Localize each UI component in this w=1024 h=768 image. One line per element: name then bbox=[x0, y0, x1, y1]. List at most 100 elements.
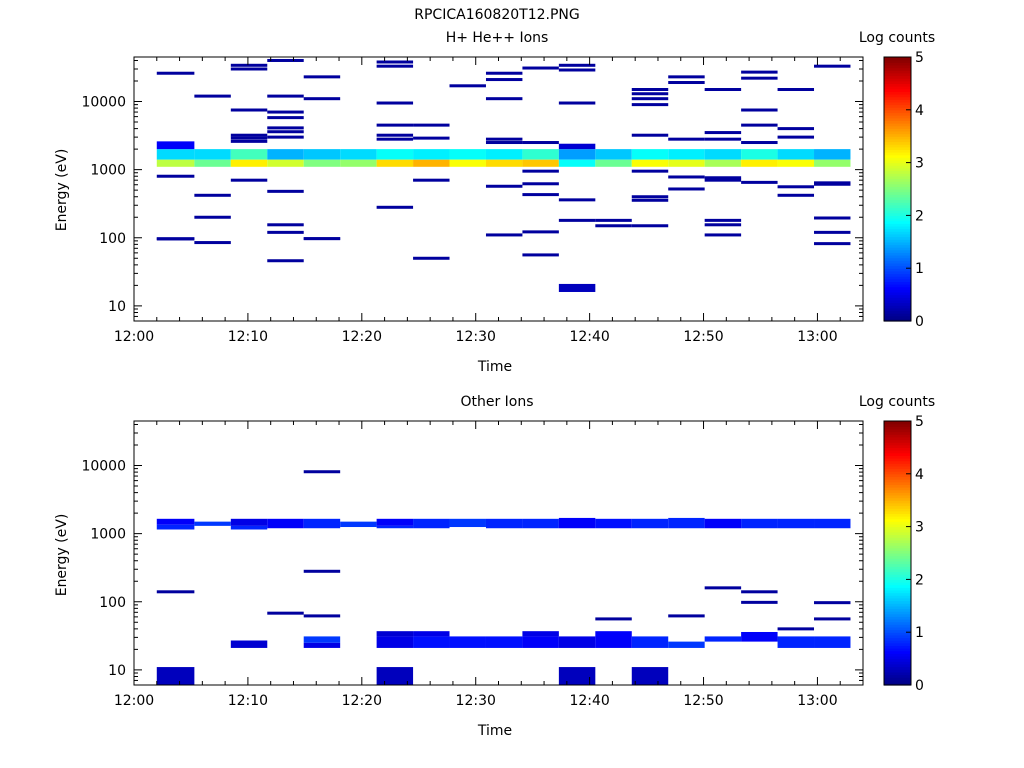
colorbar-segment bbox=[884, 170, 911, 174]
colorbar-segment bbox=[884, 560, 911, 565]
heatmap-cell bbox=[156, 524, 195, 530]
heatmap-cell bbox=[558, 143, 596, 150]
colorbar-segment bbox=[884, 523, 911, 528]
x-tick-label: 12:00 bbox=[114, 329, 154, 345]
heatmap-count-line bbox=[777, 127, 815, 131]
heatmap-count-line bbox=[156, 237, 195, 241]
heatmap-count-line bbox=[267, 126, 304, 130]
colorbar-segment bbox=[884, 284, 911, 288]
panel-other-ions: Other Ions Log counts Time Energy (eV) 1… bbox=[54, 394, 935, 739]
colorbar-segment bbox=[884, 257, 911, 261]
y-ticks-other: 10 100 1000 10000 bbox=[81, 423, 863, 686]
colorbar-segment bbox=[884, 624, 911, 628]
heatmap-cell bbox=[376, 636, 414, 648]
colorbar-segment bbox=[884, 571, 911, 575]
colorbar-segment bbox=[884, 605, 911, 610]
colorbar-segment bbox=[884, 529, 911, 533]
heatmap-count-line bbox=[668, 614, 705, 618]
heatmap-count-line bbox=[230, 178, 268, 182]
heatmap-cell bbox=[413, 631, 450, 637]
colorbar-segment bbox=[884, 534, 911, 538]
colorbar-segment bbox=[884, 505, 911, 509]
colorbar-segment bbox=[884, 78, 911, 82]
heatmap-count-line bbox=[194, 94, 231, 98]
heatmap-cell bbox=[668, 159, 705, 167]
x-tick-label: 12:10 bbox=[228, 693, 268, 709]
heatmap-count-line bbox=[230, 136, 268, 140]
colorbar-segment bbox=[884, 125, 911, 129]
colorbar-segment bbox=[884, 289, 911, 293]
colorbar-segment bbox=[884, 144, 911, 148]
heatmap-count-line bbox=[267, 230, 304, 234]
x-ticks-other: 12:00 12:10 12:20 12:30 12:40 12:50 13:00 bbox=[114, 421, 864, 709]
colorbar-segment bbox=[884, 305, 911, 309]
colorbar-segment bbox=[884, 117, 911, 121]
heatmap-count-line bbox=[485, 233, 523, 237]
colorbar-segment bbox=[884, 91, 911, 95]
colorbar-segment bbox=[884, 173, 911, 177]
heatmap-cell bbox=[267, 149, 304, 160]
colorbar-segment bbox=[884, 608, 911, 612]
colorbar-segment bbox=[884, 223, 911, 227]
colorbar-segment bbox=[884, 175, 911, 180]
heatmap-count-line bbox=[814, 601, 851, 605]
colorbar-tick-label: 4 bbox=[915, 467, 924, 483]
x-tick-label: 12:30 bbox=[456, 693, 496, 709]
x-tick-label: 12:20 bbox=[342, 693, 382, 709]
heatmap-count-line bbox=[777, 193, 815, 197]
heatmap-cell bbox=[376, 149, 414, 160]
colorbar-segment bbox=[884, 154, 911, 158]
heatmap-count-line bbox=[777, 135, 815, 139]
heatmap-cell bbox=[814, 149, 851, 160]
heatmap-count-line bbox=[668, 187, 705, 191]
colorbar-segment bbox=[884, 434, 911, 438]
heatmap-count-line bbox=[704, 218, 742, 222]
x-axis-label-h-he: Time bbox=[477, 359, 512, 375]
heatmap-cell bbox=[522, 159, 559, 167]
heatmap-count-line bbox=[485, 71, 523, 75]
heatmap-cell bbox=[814, 159, 851, 167]
colorbar-segment bbox=[884, 186, 911, 190]
heatmap-count-line bbox=[230, 63, 268, 67]
colorbar-segment bbox=[884, 299, 911, 304]
colorbar-segment bbox=[884, 262, 911, 267]
heatmap-count-line bbox=[741, 141, 778, 145]
heatmap-count-line bbox=[631, 198, 669, 202]
heatmap-cell bbox=[522, 518, 559, 529]
x-tick-label: 13:00 bbox=[797, 693, 837, 709]
colorbar-segment bbox=[884, 104, 911, 108]
colorbar-segment bbox=[884, 93, 911, 98]
heatmap-count-line bbox=[156, 590, 195, 594]
heatmap-cell bbox=[340, 159, 377, 167]
colorbar-segment bbox=[884, 492, 911, 496]
panel-h-he-ions: H+ He++ Ions Log counts Time Energy (eV)… bbox=[54, 30, 935, 375]
heatmap-count-line bbox=[631, 97, 669, 101]
colorbar-segment bbox=[884, 632, 911, 636]
heatmap-cell bbox=[558, 149, 596, 160]
colorbar-segment bbox=[884, 315, 911, 319]
colorbar-tick-label: 3 bbox=[915, 156, 924, 172]
colorbar-segment bbox=[884, 181, 911, 185]
heatmap-cell bbox=[413, 149, 450, 160]
colorbar-segment bbox=[884, 297, 911, 301]
colorbar-segment bbox=[884, 463, 911, 467]
colorbar-segment bbox=[884, 563, 911, 567]
heatmap-cell bbox=[668, 149, 705, 160]
heatmap-cell bbox=[485, 518, 523, 529]
heatmap-count-line bbox=[376, 60, 414, 64]
colorbar-segment bbox=[884, 526, 911, 530]
colorbar-segment bbox=[884, 510, 911, 514]
heatmap-cell bbox=[558, 636, 596, 648]
heatmap-cell bbox=[558, 667, 596, 685]
colorbar-segment bbox=[884, 613, 911, 617]
colorbar-segment bbox=[884, 286, 911, 290]
heatmap-count-line bbox=[814, 230, 851, 234]
colorbar-segment bbox=[884, 487, 911, 491]
heatmap-cell bbox=[522, 149, 559, 160]
heatmap-count-line bbox=[814, 216, 851, 220]
heatmap-count-line bbox=[558, 63, 596, 67]
heatmap-cell bbox=[558, 159, 596, 167]
heatmap-cell bbox=[595, 159, 632, 167]
colorbar-segment bbox=[884, 542, 911, 546]
heatmap-count-line bbox=[485, 141, 523, 145]
